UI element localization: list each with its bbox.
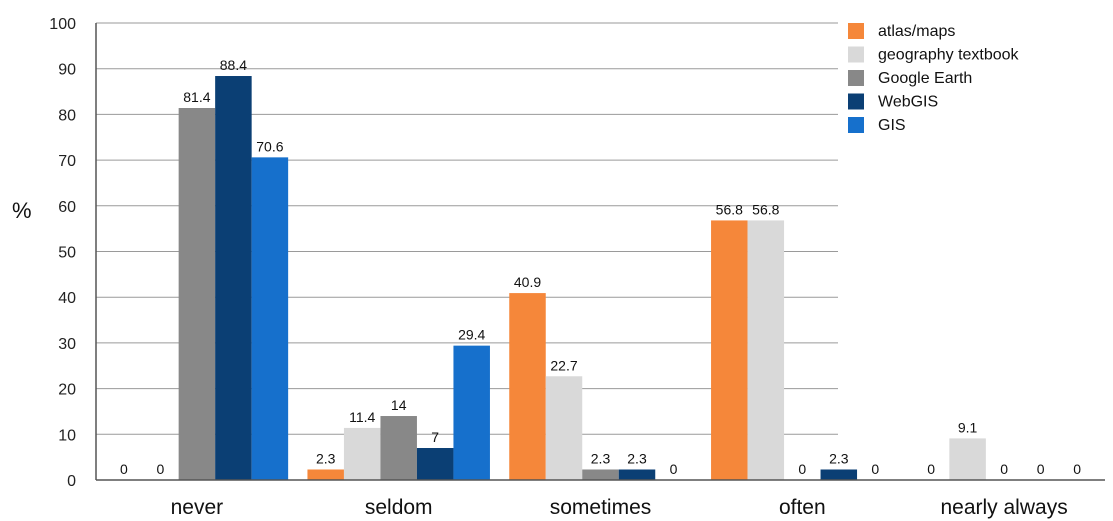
y-tick-label: 60 [58, 199, 76, 216]
data-label: 11.4 [349, 409, 375, 425]
legend-swatch [848, 46, 864, 63]
bar [618, 469, 656, 480]
data-label: 0 [670, 461, 678, 477]
bars [178, 76, 986, 481]
y-axis-label: % [12, 198, 32, 223]
legend-label: geography textbook [878, 47, 1020, 64]
bar [509, 293, 546, 480]
bar [251, 157, 289, 480]
legend: atlas/maps geography textbook Google Earth… [848, 23, 1020, 134]
y-tick-label: 0 [67, 473, 76, 490]
legend-label: atlas/maps [878, 23, 955, 40]
data-label: 14 [391, 397, 407, 413]
bar [545, 376, 583, 480]
data-label: 0 [1073, 461, 1081, 477]
data-label: 81.4 [183, 89, 210, 105]
x-category-label: often [779, 496, 826, 519]
bar [747, 220, 785, 480]
legend-swatch [848, 23, 864, 39]
x-category-label: nearly always [940, 496, 1067, 519]
data-label: 0 [1037, 461, 1045, 477]
x-category-label: seldom [365, 496, 433, 519]
data-label: 7 [431, 429, 439, 445]
y-tick-label: 40 [58, 290, 76, 307]
bar [178, 108, 216, 480]
legend-swatch [848, 117, 864, 133]
x-axis-categories: never seldom sometimes often nearly always [171, 496, 1068, 519]
bar [215, 76, 252, 481]
y-tick-label: 30 [58, 336, 76, 353]
data-label: 40.9 [514, 274, 541, 290]
bar [307, 469, 344, 480]
y-tick-label: 80 [58, 107, 76, 124]
bar [380, 416, 417, 480]
x-category-label: never [171, 496, 224, 519]
y-tick-label: 70 [58, 153, 76, 170]
data-label: 9.1 [958, 419, 978, 435]
y-tick-label: 50 [58, 245, 76, 262]
legend-swatch [848, 93, 864, 110]
data-label: 0 [798, 461, 806, 477]
data-label: 0 [871, 461, 879, 477]
y-tick-label: 20 [58, 382, 76, 399]
y-axis-ticks: 0 10 20 30 40 50 60 70 80 90 100 [49, 16, 76, 490]
bar [582, 469, 619, 480]
data-labels: 0 0 81.4 88.4 70.6 2.3 11.4 14 7 29.4 40.9 22.7 2.3 2… [120, 57, 1081, 477]
y-tick-label: 100 [49, 16, 76, 33]
x-category-label: sometimes [550, 496, 652, 519]
legend-label: GIS [878, 117, 906, 134]
bar [711, 220, 748, 480]
bar [820, 469, 858, 480]
data-label: 2.3 [316, 450, 336, 466]
data-label: 56.8 [752, 201, 779, 217]
data-label: 2.3 [627, 450, 647, 466]
data-label: 0 [157, 461, 165, 477]
bar [453, 345, 490, 480]
data-label: 2.3 [591, 450, 611, 466]
legend-label: Google Earth [878, 70, 972, 87]
y-tick-label: 10 [58, 427, 76, 444]
data-label: 2.3 [829, 450, 849, 466]
bar [416, 448, 454, 480]
data-label: 70.6 [256, 138, 283, 154]
data-label: 56.8 [716, 201, 743, 217]
data-label: 22.7 [550, 357, 577, 373]
data-label: 0 [1000, 461, 1008, 477]
bar [343, 427, 381, 480]
data-label: 0 [120, 461, 128, 477]
bar [949, 438, 986, 480]
y-tick-label: 90 [58, 62, 76, 79]
data-label: 0 [927, 461, 935, 477]
data-label: 88.4 [220, 57, 247, 73]
legend-swatch [848, 70, 864, 86]
data-label: 29.4 [458, 327, 485, 343]
legend-label: WebGIS [878, 94, 938, 111]
